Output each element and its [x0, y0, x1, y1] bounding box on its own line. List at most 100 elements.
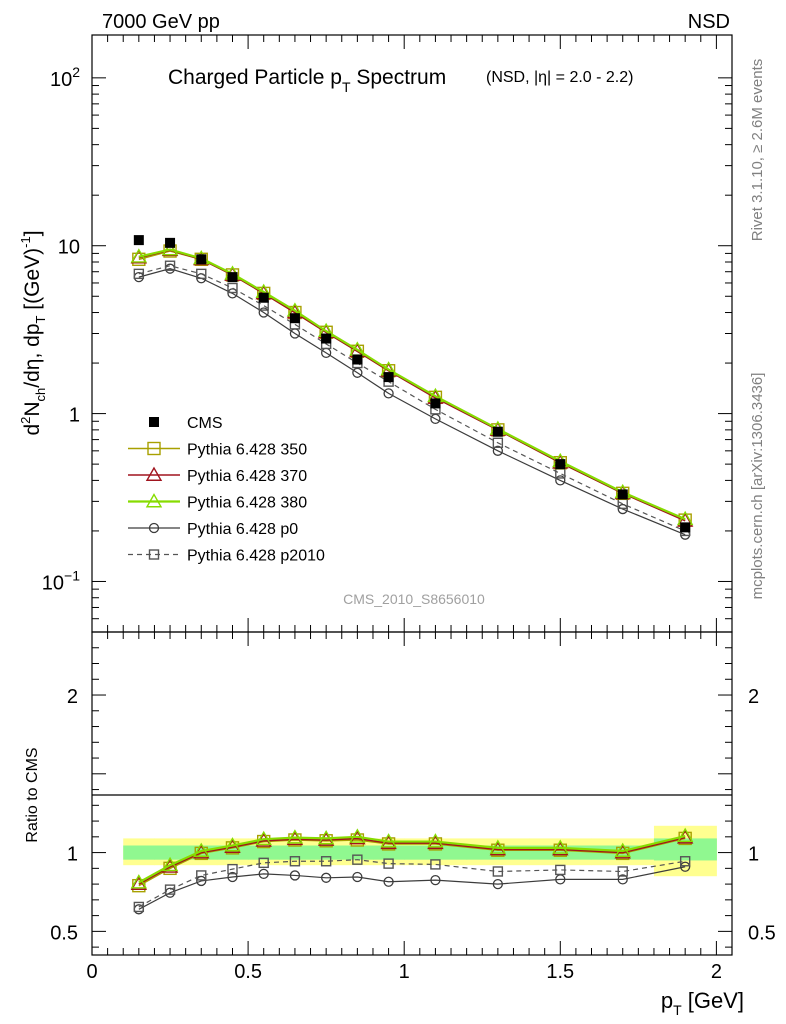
header-process: NSD — [688, 11, 730, 33]
ratio-point-p380 — [286, 829, 304, 844]
ratio-line-p370 — [138, 836, 686, 885]
point-cms — [165, 237, 176, 248]
point-cms — [492, 426, 503, 437]
legend-label: Pythia 6.428 p0 — [187, 521, 298, 538]
ratio-axis-title: Ratio to CMS — [24, 747, 41, 842]
ratio-point-p0 — [617, 874, 628, 885]
point-cms — [430, 398, 441, 409]
ratio-tick-label-left: 2 — [67, 686, 78, 708]
legend-label: Pythia 6.428 350 — [187, 442, 307, 459]
point-cms — [289, 313, 300, 324]
band-inner-bin — [404, 845, 468, 860]
band-inner-bin — [341, 845, 374, 860]
ratio-point-p0 — [383, 876, 394, 887]
header-energy: 7000 GeV pp — [102, 11, 220, 33]
ratio-line-p380 — [138, 834, 686, 884]
ratio-point-p2010 — [492, 866, 504, 877]
ratio-line-p0 — [138, 866, 686, 910]
top-panel-frame — [91, 34, 733, 633]
ratio-point-p2010 — [133, 901, 145, 913]
ratio-point-p0 — [492, 878, 504, 890]
point-p380 — [130, 248, 148, 263]
y-tick-label: 102 — [50, 64, 80, 91]
ratio-point-p0 — [352, 871, 363, 883]
point-p2010 — [133, 268, 145, 280]
y-tick-label: 10−1 — [42, 567, 80, 594]
ratio-point-p2010 — [617, 866, 628, 877]
point-p0 — [492, 445, 504, 456]
ratio-panel-frame — [91, 631, 733, 956]
point-cms — [680, 522, 691, 533]
y-axis-title: d2Nch/dη, dpT [(GeV)-1] — [18, 230, 48, 435]
point-cms — [196, 254, 207, 265]
ratio-point-p2010 — [196, 870, 207, 881]
legend-marker-p350 — [147, 441, 161, 456]
mcplots-credit-label: mcplots.cern.ch [arXiv:1306.3436] — [749, 373, 766, 600]
band-inner-bin — [279, 845, 312, 860]
point-cms — [321, 333, 332, 344]
point-cms — [352, 354, 363, 365]
legend-marker-p2010 — [148, 549, 160, 560]
ratio-point-p0 — [289, 870, 301, 881]
series-line-p0 — [138, 268, 686, 536]
point-cms — [555, 459, 566, 470]
ratio-point-p0 — [258, 868, 269, 880]
ratio-point-p2010 — [227, 863, 238, 875]
legend-label: Pythia 6.428 p2010 — [187, 548, 325, 565]
ratio-point-p2010 — [555, 864, 566, 876]
ratio-point-p380 — [130, 874, 148, 889]
ratio-point-p380 — [349, 828, 366, 843]
point-cms — [227, 272, 238, 283]
point-cms — [258, 292, 269, 303]
x-tick-label: 1.5 — [546, 961, 574, 983]
band-inner-bin — [653, 838, 717, 861]
point-cms — [133, 235, 144, 246]
ratio-tick-label-right: 0.5 — [748, 922, 776, 944]
x-tick-label: 0.5 — [234, 961, 262, 983]
point-p0 — [617, 503, 628, 515]
band-inner-bin — [310, 845, 343, 860]
series-line-p2010 — [138, 265, 686, 532]
point-p380 — [161, 241, 179, 256]
legend-label: CMS — [187, 415, 223, 432]
point-p0 — [555, 475, 566, 486]
point-p2010 — [164, 260, 176, 271]
ratio-point-p2010 — [352, 854, 363, 865]
rivet-version-label: Rivet 3.1.10, ≥ 2.6M events — [749, 59, 766, 242]
band-inner-bin — [248, 845, 280, 860]
ratio-point-p380 — [224, 837, 241, 852]
top-panel-series — [130, 235, 694, 540]
point-p2010 — [492, 437, 504, 448]
plot-title: Charged Particle pT Spectrum — [168, 66, 446, 95]
ratio-point-p2010 — [258, 857, 269, 869]
ratio-point-p0 — [430, 875, 441, 886]
ratio-point-p2010 — [430, 859, 441, 870]
point-cms — [383, 372, 394, 383]
point-cms — [617, 489, 628, 500]
band-inner-bin — [123, 845, 155, 860]
legend-label: Pythia 6.428 370 — [187, 468, 307, 485]
ratio-point-p0 — [196, 875, 207, 887]
ratio-point-p380 — [489, 839, 507, 854]
ratio-point-p380 — [614, 842, 631, 857]
analysis-tag: CMS_2010_S8656010 — [343, 591, 485, 607]
band-inner-bin — [372, 845, 405, 860]
ratio-panel-series — [130, 827, 694, 915]
band-inner-bin — [154, 845, 187, 860]
ratio-point-p370 — [130, 875, 148, 891]
legend: CMS Pythia 6.428 350 Pythia 6.428 370 Pythi… — [128, 415, 325, 565]
legend-marker-p0 — [148, 522, 160, 534]
ratio-point-p0 — [227, 871, 238, 883]
ratio-point-p380 — [255, 830, 272, 846]
point-p0 — [383, 388, 394, 399]
ratio-tick-label-right: 2 — [748, 686, 759, 708]
legend-marker-cms — [149, 417, 159, 427]
ratio-point-p0 — [680, 861, 691, 872]
x-tick-label: 1 — [399, 961, 410, 983]
point-p2010 — [227, 282, 238, 294]
y-tick-label: 10 — [58, 237, 80, 259]
ratio-point-p380 — [193, 842, 210, 857]
ratio-tick-label-right: 1 — [748, 844, 759, 866]
x-tick-label: 0 — [86, 961, 97, 983]
